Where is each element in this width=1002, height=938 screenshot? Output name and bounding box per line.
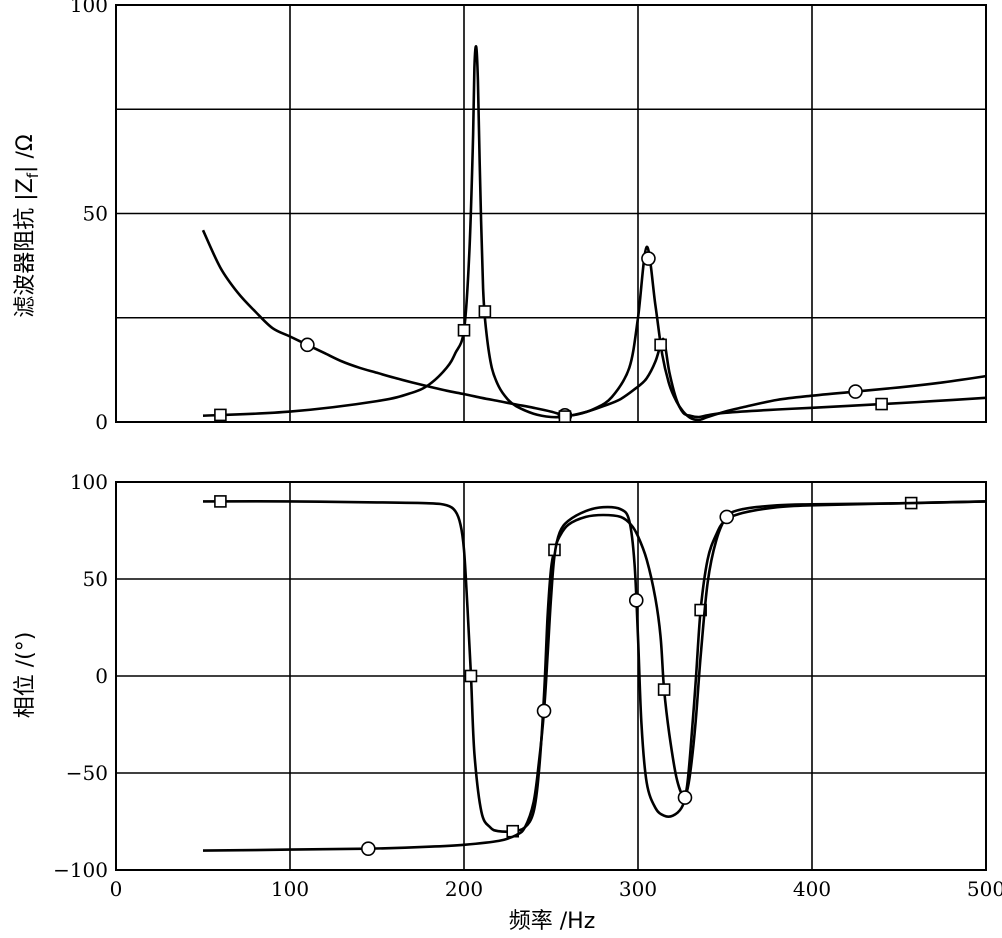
phase-x-tick-label: 300: [619, 877, 657, 901]
phase-x-tick-label: 400: [793, 877, 831, 901]
impedance-series-square-line: [202, 44, 987, 419]
impedance-plot-frame: [115, 4, 987, 423]
impedance-square-marker: [875, 397, 888, 411]
phase-series-circle-line: [202, 500, 987, 852]
phase-x-tick-label: 0: [110, 877, 123, 901]
phase-circle-marker: [628, 593, 644, 608]
impedance-circle-marker: [300, 337, 315, 353]
frequency-x-axis-label: 频率 /Hz: [509, 909, 596, 934]
impedance-square-marker: [214, 408, 227, 422]
phase-y-tick-label: 50: [83, 567, 108, 591]
impedance-square-marker: [558, 410, 572, 423]
impedance-y-tick-label: 50: [83, 202, 108, 226]
phase-y-tick-label: −100: [53, 858, 108, 882]
impedance-circle-marker: [641, 251, 656, 266]
phase-series-square-line: [202, 500, 987, 833]
phase-x-tick-label: 100: [271, 877, 309, 901]
impedance-y-tick-label: 100: [70, 0, 108, 17]
phase-square-marker: [657, 683, 671, 696]
phase-square-marker: [464, 669, 478, 683]
phase-circle-marker: [360, 841, 376, 856]
phase-panel: −100 −50 0 50 100 0 100 200 300 400 500: [53, 470, 1002, 901]
impedance-y-axis-label: 滤波器阻抗 |Zf| /Ω: [13, 134, 42, 317]
phase-circle-marker: [536, 703, 552, 719]
phase-y-tick-label: 0: [95, 664, 108, 688]
phase-x-tick-label: 500: [967, 877, 1002, 901]
impedance-series-circle-line: [201, 229, 987, 422]
impedance-square-marker: [478, 305, 492, 318]
impedance-square-marker: [457, 323, 471, 337]
phase-circle-marker: [719, 509, 735, 525]
impedance-square-marker: [654, 338, 667, 352]
phase-square-marker: [694, 603, 707, 617]
phase-y-tick-label: −50: [66, 761, 108, 785]
phase-y-axis-label: 相位 /(°): [13, 632, 38, 719]
phase-plot-frame: [115, 481, 987, 871]
phase-x-tick-label: 200: [445, 877, 483, 901]
phase-square-marker: [214, 495, 227, 508]
phase-circle-marker: [677, 790, 693, 805]
phase-y-tick-label: 100: [70, 470, 108, 494]
impedance-y-tick-label: 0: [95, 410, 108, 434]
impedance-panel: 0 50 100: [70, 0, 987, 434]
impedance-circle-marker: [848, 384, 863, 399]
